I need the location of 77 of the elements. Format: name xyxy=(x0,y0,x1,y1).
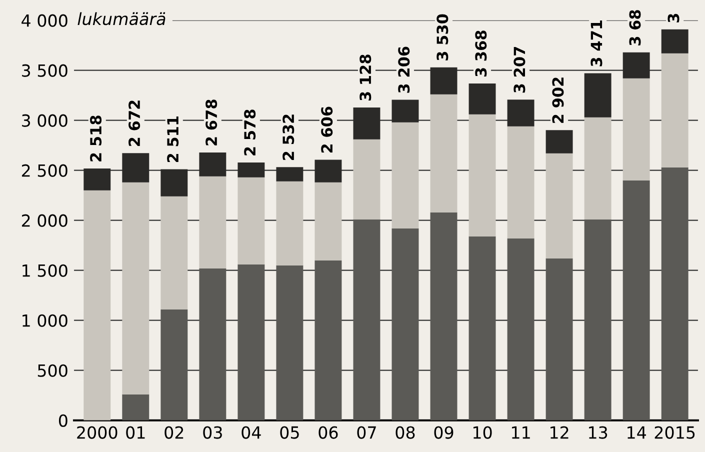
bar xyxy=(122,394,150,420)
bar xyxy=(238,264,265,420)
x-tick-label: 04 xyxy=(242,426,261,439)
bar xyxy=(353,139,380,220)
x-tick-label: 2015 xyxy=(654,426,695,439)
bar xyxy=(468,236,496,420)
x-tick-label: 08 xyxy=(396,426,415,439)
bar xyxy=(546,130,573,154)
bar xyxy=(622,180,650,420)
x-tick-label: 11 xyxy=(512,426,530,439)
bar xyxy=(584,219,612,420)
y-tick-label: 4 000 xyxy=(22,14,68,27)
bar xyxy=(584,117,612,220)
y-tick-label: 2 500 xyxy=(22,164,68,177)
bar xyxy=(160,196,188,310)
total-label: 2 532 xyxy=(282,114,294,160)
x-tick-label: 2000 xyxy=(77,426,118,439)
bar xyxy=(584,73,612,118)
x-tick-label: 12 xyxy=(550,426,568,439)
bar xyxy=(160,309,188,420)
bar xyxy=(546,258,573,420)
bar xyxy=(314,260,342,420)
bar xyxy=(507,238,534,420)
total-label: 2 678 xyxy=(206,100,218,146)
x-tick-label: 06 xyxy=(318,426,338,439)
bar xyxy=(353,219,380,420)
bar xyxy=(546,153,573,258)
y-axis-title: lukumäärä xyxy=(78,12,166,26)
y-tick-label: 1 500 xyxy=(22,264,68,277)
total-label: 2 518 xyxy=(90,116,102,162)
x-tick-label: 01 xyxy=(126,426,145,439)
bar xyxy=(430,94,458,212)
total-label: 3 207 xyxy=(514,47,526,93)
x-tick-label: 03 xyxy=(203,426,222,439)
total-label: 2 606 xyxy=(321,106,333,153)
bar xyxy=(661,167,688,420)
total-label: 3 128 xyxy=(360,54,372,101)
annotation: 3 68 xyxy=(629,10,641,46)
total-label: 2 511 xyxy=(167,116,179,162)
bar xyxy=(468,114,496,236)
bar xyxy=(199,268,226,420)
bar xyxy=(238,177,265,264)
bar xyxy=(84,190,111,420)
total-label: 2 902 xyxy=(552,78,564,123)
total-label: 3 471 xyxy=(590,20,602,66)
total-label: 2 672 xyxy=(128,100,140,146)
y-tick-label: 1 000 xyxy=(22,314,68,327)
x-tick-label: 10 xyxy=(474,426,492,439)
total-label: 3 368 xyxy=(475,30,487,77)
annotation: 3 xyxy=(668,14,680,22)
total-label: 2 578 xyxy=(244,110,256,156)
bar xyxy=(314,182,342,260)
x-tick-label: 02 xyxy=(164,426,184,439)
bar xyxy=(507,126,534,238)
bar xyxy=(430,212,458,420)
bar xyxy=(276,265,304,420)
bar xyxy=(661,29,688,54)
y-tick-label: 3 000 xyxy=(22,114,68,127)
y-tick-label: 500 xyxy=(38,364,68,377)
bar xyxy=(392,228,419,420)
x-tick-label: 13 xyxy=(589,426,608,439)
total-label: 3 530 xyxy=(436,14,448,60)
y-tick-label: 0 xyxy=(58,414,68,427)
y-tick-label: 2 000 xyxy=(22,214,68,227)
bar xyxy=(622,78,650,180)
y-tick-label: 3 500 xyxy=(22,64,68,77)
bar xyxy=(199,176,226,268)
bar xyxy=(276,181,304,266)
x-tick-label: 05 xyxy=(280,426,299,439)
bar xyxy=(122,182,150,394)
bar xyxy=(392,122,419,228)
x-tick-label: 09 xyxy=(434,426,454,439)
x-tick-label: 07 xyxy=(357,426,376,439)
total-label: 3 206 xyxy=(398,46,410,93)
bar xyxy=(468,84,496,114)
x-tick-label: 14 xyxy=(628,426,646,439)
bar xyxy=(661,53,688,168)
